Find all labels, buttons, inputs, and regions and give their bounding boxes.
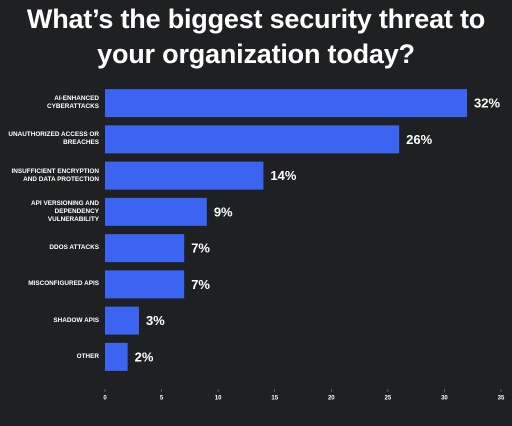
- category-label: MISCONFIGURED APIS: [28, 280, 99, 288]
- x-tick-label: 35: [498, 396, 505, 402]
- value-label: 14%: [270, 168, 296, 183]
- value-label: 9%: [214, 204, 233, 219]
- x-tick-label: 5: [160, 396, 164, 402]
- category-label: OTHER: [76, 352, 99, 360]
- x-tick-label: 30: [441, 396, 448, 402]
- bar: [105, 125, 400, 154]
- bar: [105, 197, 207, 226]
- value-label: 3%: [146, 313, 165, 328]
- x-tick-label: 15: [271, 396, 278, 402]
- x-tick-label: 10: [215, 396, 222, 402]
- x-tick-label: 20: [328, 396, 335, 402]
- value-label: 26%: [406, 132, 432, 147]
- bar: [105, 342, 128, 371]
- value-label: 7%: [191, 241, 210, 256]
- chart-title: What’s the biggest security threat to yo…: [26, 4, 486, 69]
- bar: [105, 89, 468, 118]
- value-label: 2%: [135, 349, 154, 364]
- category-label: SHADOW APIS: [53, 316, 99, 324]
- x-tick-label: 0: [103, 396, 107, 402]
- category-label: UNAUTHORIZED ACCESS OR BREACHES: [8, 131, 99, 147]
- category-label: DDOS ATTACKS: [49, 244, 99, 252]
- bar: [105, 270, 185, 299]
- value-label: 7%: [191, 277, 210, 292]
- category-label: AI-ENHANCED CYBERATTACKS: [47, 95, 99, 111]
- category-label: INSUFFICIENT ENCRYPTION AND DATA PROTECT…: [11, 167, 99, 183]
- category-label: API VERSIONING AND DEPENDENCY VULNERABIL…: [31, 199, 99, 223]
- bar: [105, 161, 264, 190]
- x-tick-label: 25: [385, 396, 392, 402]
- value-label: 32%: [474, 96, 500, 111]
- bar: [105, 234, 185, 263]
- bar: [105, 306, 139, 335]
